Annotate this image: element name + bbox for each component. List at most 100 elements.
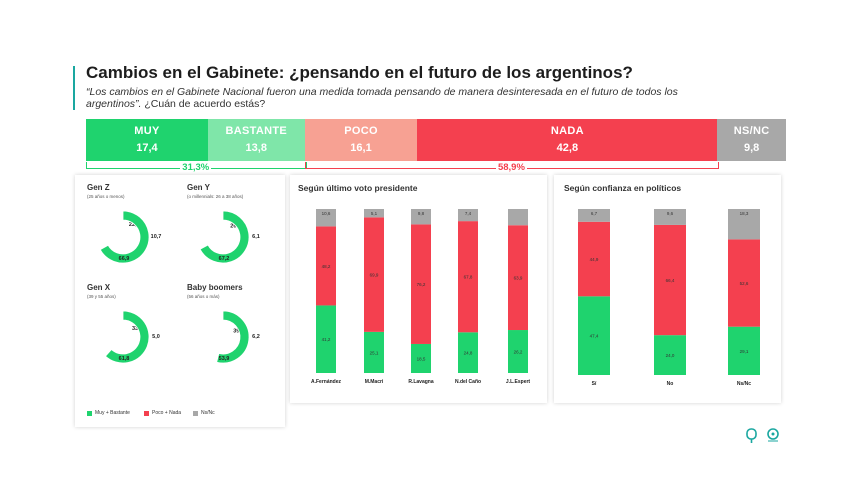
- donut-value-label: 61,8: [119, 356, 130, 362]
- title-accent-bar: [73, 66, 75, 110]
- generation-donuts: 22,410,766,926,76,167,233,25,061,839,96,…: [99, 210, 260, 364]
- segment-label: NADA: [550, 125, 584, 137]
- bar-value-label: 47,4: [590, 334, 599, 339]
- donut-value-label: 6,1: [252, 234, 260, 240]
- bar-segment: [578, 296, 610, 375]
- bar-segment: [458, 332, 478, 373]
- bar-segment: [364, 209, 384, 218]
- bar-segment: [578, 221, 610, 297]
- bar-segment: [411, 343, 431, 373]
- generations-panel: 22,4 10,7 66,9 26,7 6,1 67,2 33,2 5,0 61,8 39,9 6,…: [75, 175, 285, 427]
- group-total-label: 58,9%: [495, 162, 527, 173]
- donut-slice: [216, 310, 250, 364]
- segment-label: BASTANTE: [225, 125, 287, 137]
- segment-value: 16,1: [350, 142, 372, 154]
- bar-category-label: M.Macri: [365, 379, 384, 385]
- donut-value-label: 39,9: [233, 329, 244, 335]
- bar-value-label: 9,6: [667, 211, 674, 216]
- donut-value-label: 33,2: [132, 326, 143, 332]
- donut-value-label: 53,9: [219, 356, 230, 362]
- bar-category-label: No: [667, 381, 674, 387]
- bar-segment: [316, 305, 336, 373]
- generation-range: (o millennials: 26 a 38 años): [187, 194, 244, 199]
- bar-category-label: Ns/Nc: [737, 381, 751, 387]
- agreement-segment-bastante: BASTANTE 13,8: [207, 119, 305, 161]
- bar-value-label: 52,6: [740, 281, 749, 286]
- survey-quote: “Los cambios en el Gabinete Nacional fue…: [86, 86, 678, 110]
- donut-value-label: 66,9: [119, 256, 130, 262]
- bar-segment: [458, 221, 478, 333]
- bar-value-label: 24,8: [464, 351, 473, 356]
- donut-slice: [199, 210, 250, 264]
- bar-segment: [508, 209, 528, 226]
- agreement-segment-nsnc: NS/NC 9,8: [717, 119, 786, 161]
- segment-value: 17,4: [136, 142, 158, 154]
- generation-name: Gen Y: [187, 183, 210, 192]
- bar-value-label: 76,2: [417, 282, 426, 287]
- bar-value-label: 67,8: [464, 275, 473, 280]
- bar-segment: [411, 224, 431, 344]
- generation-range: (39 y 55 años): [87, 294, 116, 299]
- vote-bar-chart: 41,2 48,2 10,6 A.Fernández 25,1 69,9 5,1 M.Macr…: [311, 209, 531, 385]
- donut-value-label: 5,0: [152, 334, 160, 340]
- bar-value-label: 66,4: [666, 278, 675, 283]
- bar-segment: [316, 209, 336, 227]
- bar-value-label: 26,2: [514, 350, 523, 355]
- donut-value-label: 6,2: [252, 334, 260, 340]
- legend-nsnc: Ns/Nc: [193, 410, 215, 416]
- generation-name: Gen X: [87, 283, 111, 292]
- agreement-segment-muy: MUY 17,4: [86, 119, 208, 161]
- bar-value-label: 25,1: [370, 350, 379, 355]
- brand-logo-icon: [767, 428, 779, 442]
- bar-value-label: 29,1: [740, 349, 749, 354]
- bar-value-label: 44,9: [590, 257, 599, 262]
- bar-segment: [728, 326, 760, 375]
- segment-value: 42,8: [556, 142, 579, 154]
- bar-value-label: 18,5: [417, 356, 426, 361]
- bar-category-label: R.Lavagna: [408, 379, 434, 385]
- donut-value-label: 26,7: [230, 223, 241, 229]
- legend-swatch-red: [144, 410, 149, 416]
- segment-label: POCO: [344, 125, 378, 137]
- bar-segment: [316, 226, 336, 306]
- bar-segment: [364, 217, 384, 332]
- bar-category-label: Sí: [592, 381, 597, 387]
- bar-category-label: N.del Caño: [455, 379, 481, 385]
- survey-question-text: ¿Cuán de acuerdo estás?: [144, 98, 266, 110]
- bar-value-label: 63,9: [514, 276, 523, 281]
- segment-label: MUY: [134, 125, 160, 137]
- bar-category-label: J.L.Espert: [506, 379, 531, 385]
- bar-segment: [728, 239, 760, 327]
- segment-label: NS/NC: [733, 125, 770, 137]
- bar-segment: [578, 209, 610, 222]
- bar-segment: [508, 225, 528, 331]
- vote-panel-title: Según último voto presidente: [298, 183, 418, 193]
- bar-value-label: 6,7: [591, 211, 598, 216]
- legend-muy-bastante: Muy + Bastante: [87, 410, 130, 416]
- donut-value-label: 10,7: [151, 234, 162, 240]
- donut-value-label: 67,2: [219, 256, 230, 262]
- trust-panel-title: Según confianza en políticos: [564, 183, 682, 193]
- chat-icon: [746, 428, 757, 443]
- bar-value-label: 7,4: [465, 211, 472, 216]
- bar-value-label: 69,9: [370, 273, 379, 278]
- agreement-segment-poco: POCO 16,1: [304, 119, 418, 161]
- survey-question: “Los cambios en el Gabinete Nacional fue…: [86, 86, 726, 110]
- segment-value: 13,8: [245, 142, 267, 154]
- donut-slice: [99, 210, 150, 264]
- legend-label: Poco + Nada: [152, 410, 182, 416]
- group-total-label: 31,3%: [180, 162, 212, 173]
- bar-value-label: 5,1: [371, 211, 378, 216]
- bar-segment: [654, 224, 686, 336]
- bar-segment: [728, 209, 760, 240]
- bar-segment: [654, 335, 686, 375]
- legend-swatch-green: [87, 410, 92, 416]
- bar-value-label: 24,0: [666, 353, 675, 358]
- vote-panel: Según último voto presidente 41,2 48,2 10,…: [290, 175, 547, 403]
- page-title: Cambios en el Gabinete: ¿pensando en el …: [86, 63, 633, 82]
- bar-category-label: A.Fernández: [311, 379, 342, 385]
- bar-value-label: 41,2: [322, 337, 331, 342]
- generation-range: (25 años o menos): [87, 194, 125, 199]
- generation-name: Baby boomers: [187, 283, 243, 292]
- trust-panel: Según confianza en políticos 47,4 44,9 6,7…: [554, 175, 781, 403]
